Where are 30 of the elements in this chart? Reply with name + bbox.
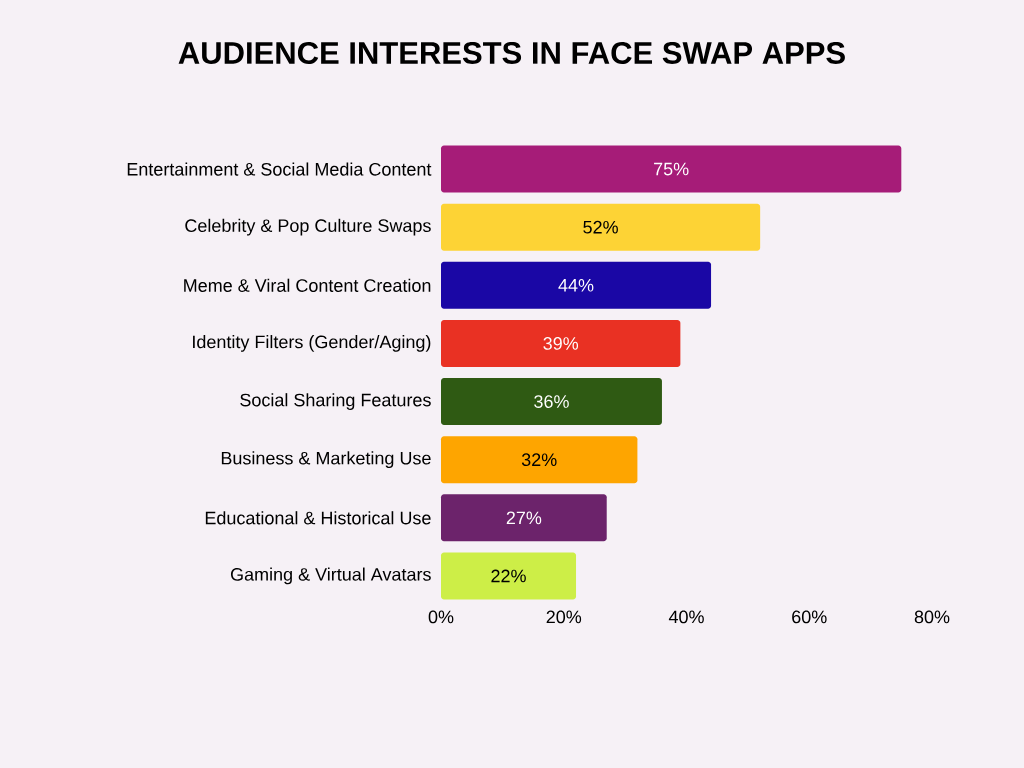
- data-label: 27%: [506, 511, 542, 525]
- data-label: 52%: [583, 220, 618, 234]
- x-tick-label: 60%: [792, 610, 827, 624]
- bar: [441, 145, 902, 193]
- bar: [441, 436, 638, 484]
- y-tick-label: Educational & Historical Use: [205, 511, 431, 525]
- chart-title: AUDIENCE INTERESTS IN FACE SWAP APPS: [178, 42, 845, 64]
- y-tick-label: Meme & Viral Content Creation: [184, 278, 431, 292]
- y-tick-label: Gaming & Virtual Avatars: [230, 567, 431, 585]
- y-tick-label: Identity Filters (Gender/Aging): [193, 335, 431, 352]
- data-label: 44%: [558, 279, 594, 292]
- y-tick-label: Entertainment & Social Media Content: [127, 162, 432, 176]
- y-tick-label: Social Sharing Features: [240, 393, 431, 410]
- data-label: 22%: [491, 569, 526, 583]
- bar: [441, 261, 712, 309]
- data-label: 32%: [521, 453, 557, 467]
- bar: [441, 378, 662, 426]
- data-label: 36%: [534, 395, 569, 408]
- bar: [441, 494, 607, 542]
- x-tick-label: 20%: [546, 610, 582, 624]
- x-tick-label: 40%: [668, 610, 704, 624]
- x-tick-label: 80%: [914, 610, 950, 624]
- y-tick-label: Business & Marketing Use: [221, 451, 431, 469]
- data-label: 75%: [654, 162, 689, 176]
- y-tick-label: Celebrity & Pop Culture Swaps: [185, 218, 431, 236]
- x-tick-label: 0%: [428, 610, 454, 624]
- bar: [441, 203, 761, 251]
- bar: [441, 319, 681, 367]
- bar: [441, 552, 577, 600]
- data-label: 39%: [543, 337, 579, 350]
